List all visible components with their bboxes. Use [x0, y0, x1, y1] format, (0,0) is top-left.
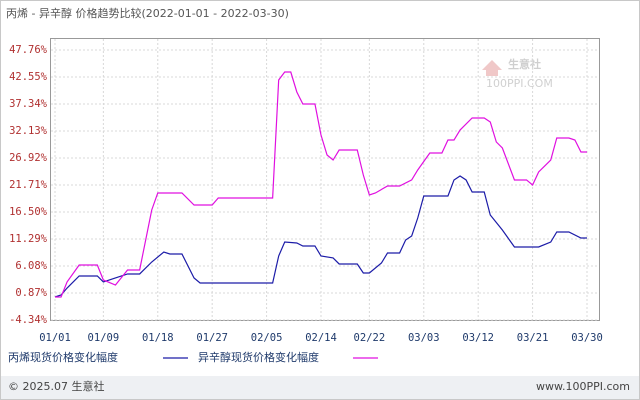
legend-label: 异辛醇现货价格变化幅度 — [198, 350, 319, 364]
x-tick-label: 01/27 — [196, 332, 228, 344]
footer-left: © 2025.07 生意社 — [8, 379, 104, 393]
x-tick-label: 03/03 — [408, 332, 440, 344]
x-tick-label: 03/12 — [462, 332, 494, 344]
y-tick-label: 32.13% — [9, 125, 48, 137]
y-tick-label: 47.76% — [9, 44, 48, 56]
y-tick-label: 11.29% — [9, 233, 48, 245]
legend-label: 丙烯现货价格变化幅度 — [8, 350, 118, 364]
x-tick-label: 02/22 — [354, 332, 386, 344]
y-tick-label: 0.87% — [15, 287, 47, 299]
x-tick-label: 01/18 — [142, 332, 174, 344]
footer-bar — [1, 376, 639, 399]
legend: 丙烯现货价格变化幅度 异辛醇现货价格变化幅度 — [8, 350, 378, 364]
x-tick-label: 03/30 — [571, 332, 603, 344]
plot-area — [50, 38, 600, 321]
y-tick-label: 16.50% — [9, 206, 48, 218]
y-tick-label: -4.34% — [9, 314, 48, 326]
x-tick-label: 01/09 — [88, 332, 120, 344]
y-tick-label: 42.55% — [9, 71, 48, 83]
x-tick-label: 03/21 — [517, 332, 549, 344]
x-tick-label: 01/01 — [39, 332, 71, 344]
y-tick-label: 6.08% — [15, 260, 47, 272]
x-tick-label: 02/05 — [251, 332, 283, 344]
watermark-text: 生意社 — [508, 57, 541, 71]
footer-right: www.100PPI.com — [536, 380, 630, 393]
watermark-url: 100PPI.COM — [486, 77, 553, 90]
watermark-logo — [482, 60, 502, 76]
series-line — [54, 175, 587, 298]
chart-title: 丙烯 - 异辛醇 价格趋势比较(2022-01-01 - 2022-03-30) — [6, 6, 289, 20]
x-tick-label: 02/14 — [305, 332, 337, 344]
y-tick-label: 37.34% — [9, 98, 48, 110]
series-line — [55, 71, 587, 298]
y-tick-label: 26.92% — [9, 152, 48, 164]
y-tick-label: 21.71% — [9, 179, 48, 191]
